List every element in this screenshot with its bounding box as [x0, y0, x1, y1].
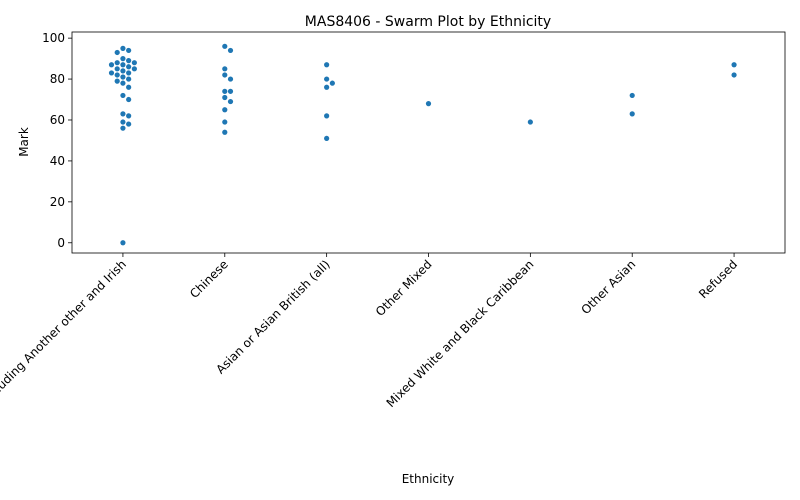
point: [120, 92, 126, 99]
point: [120, 45, 126, 51]
point: [126, 58, 132, 64]
point: [227, 88, 234, 94]
point: [120, 80, 126, 86]
x-tick-label: Other Asian: [578, 257, 638, 317]
point: [222, 119, 228, 125]
point: [126, 64, 132, 70]
y-tick-label: 100: [42, 31, 65, 45]
point: [329, 80, 335, 86]
point: [108, 70, 115, 76]
point: [120, 68, 126, 74]
point: [222, 107, 228, 113]
point: [126, 96, 132, 103]
y-tick-label: 20: [50, 195, 65, 209]
point: [222, 94, 228, 101]
point: [731, 72, 737, 78]
x-tick-label: Asian or Asian British (all): [213, 257, 332, 376]
y-tick-label: 60: [50, 113, 65, 127]
point: [120, 119, 126, 125]
point: [126, 121, 132, 127]
point: [120, 62, 126, 68]
point: [120, 56, 126, 62]
point: [126, 113, 132, 119]
y-axis-label: Mark: [17, 127, 31, 157]
point: [222, 66, 228, 72]
x-tick-label: Other Mixed: [373, 257, 435, 319]
point: [222, 88, 228, 94]
point: [324, 135, 330, 142]
point: [126, 84, 132, 90]
point: [324, 62, 330, 68]
point: [114, 60, 120, 66]
point: [731, 62, 737, 68]
x-tick-label: Refused: [696, 257, 740, 301]
point: [324, 76, 330, 82]
point: [126, 76, 132, 82]
point: [527, 119, 533, 125]
point: [222, 43, 228, 49]
point: [114, 49, 120, 56]
point: [324, 113, 330, 119]
point: [425, 101, 432, 107]
point: [108, 62, 115, 68]
chart-title: MAS8406 - Swarm Plot by Ethnicity: [305, 14, 551, 30]
point: [120, 111, 126, 117]
x-tick-label: Chinese: [187, 257, 231, 301]
point: [222, 72, 228, 78]
point: [629, 92, 635, 99]
point: [120, 74, 126, 80]
point: [126, 70, 132, 76]
point: [227, 98, 234, 105]
point: [114, 66, 120, 72]
point: [114, 78, 120, 84]
plot-frame: [71, 31, 786, 254]
point: [120, 125, 126, 131]
y-tick-label: 80: [50, 72, 65, 86]
point: [222, 129, 228, 135]
x-axis-label: Ethnicity: [402, 472, 455, 486]
point: [629, 111, 635, 117]
point: [131, 66, 137, 72]
y-tick-label: 40: [50, 154, 65, 168]
point: [227, 76, 234, 82]
y-tick-label: 0: [57, 236, 65, 250]
point: [324, 84, 330, 90]
point: [126, 47, 132, 54]
point: [227, 47, 234, 54]
point: [131, 60, 137, 66]
x-tick-label: White including Another other and Irish: [0, 257, 129, 434]
point: [114, 72, 120, 78]
point: [120, 240, 126, 246]
